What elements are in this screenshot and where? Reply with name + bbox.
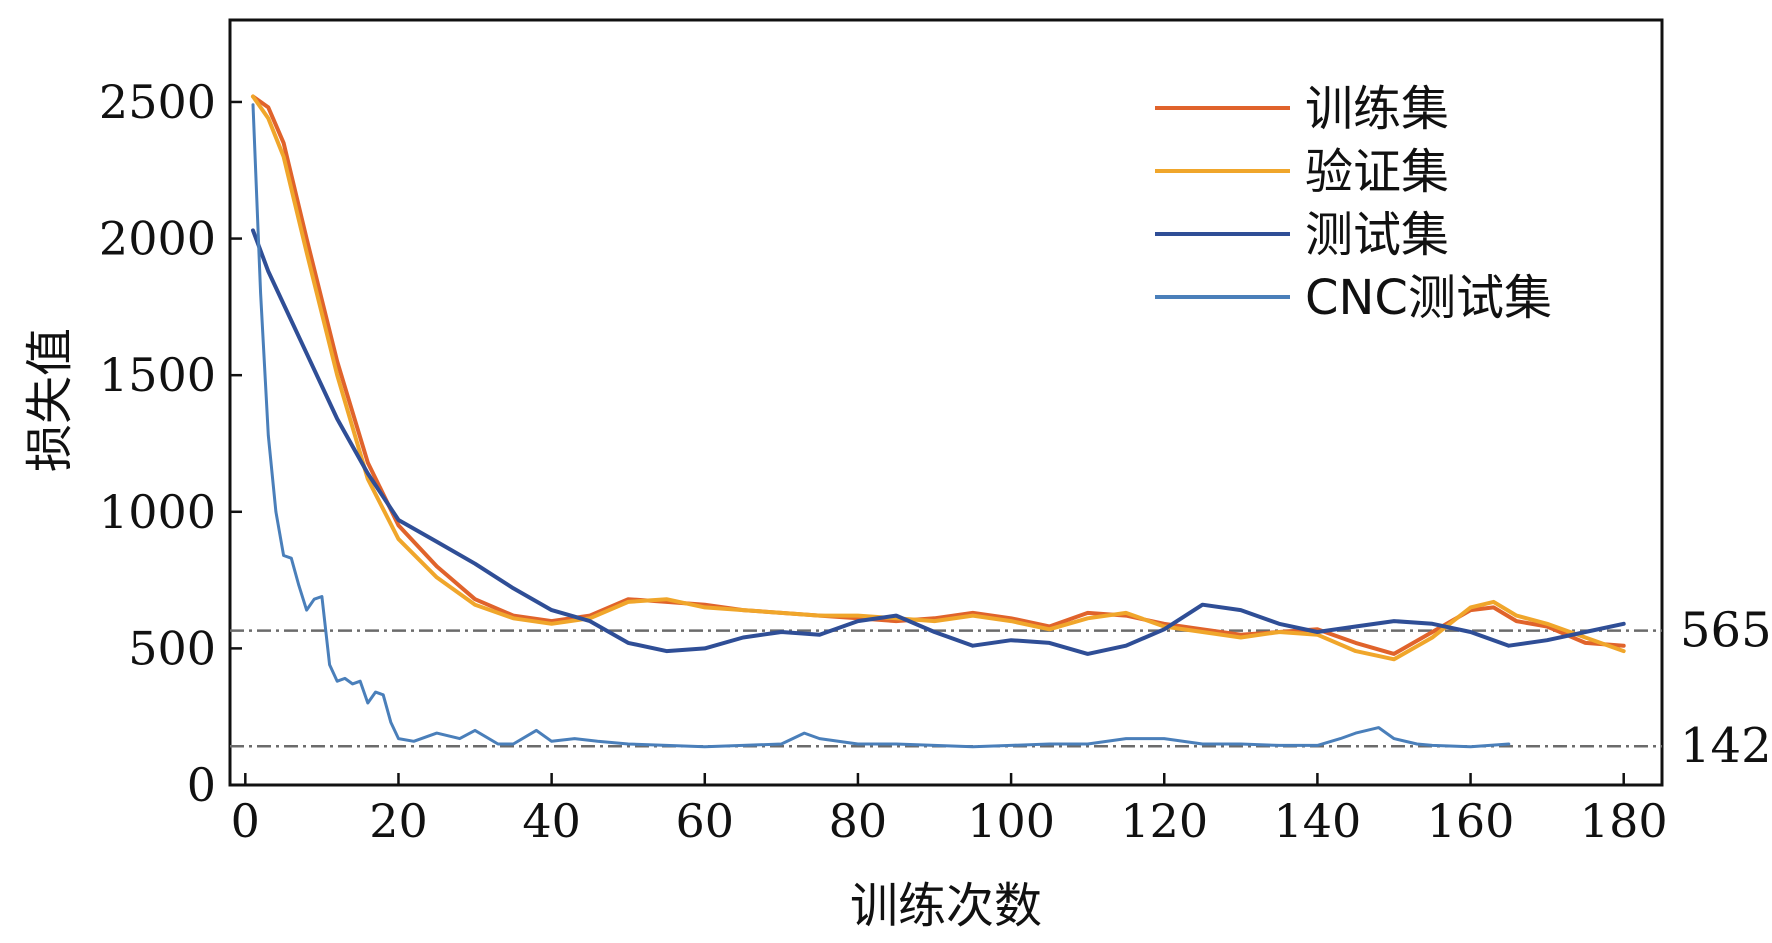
legend-label: CNC测试集 [1305,270,1552,326]
legend-label: 验证集 [1305,144,1449,200]
y-tick-label: 2000 [99,212,216,266]
reference-line-label: 142 [1680,718,1772,774]
series-line-3 [251,228,1626,656]
x-tick-label: 80 [829,794,888,848]
x-tick-label: 120 [1120,794,1208,848]
series-line-2 [251,94,1626,662]
x-axis-title: 训练次数 [850,878,1042,934]
x-tick-label: 140 [1273,794,1361,848]
legend-label: 测试集 [1305,207,1449,263]
y-tick-label: 0 [187,758,216,812]
x-axis-ticks: 0 20 40 60 80 100 120 140 160 180 [231,773,1668,848]
series-layer [251,94,1626,749]
x-tick-label: 60 [676,794,735,848]
plot-frame [228,18,1664,787]
x-tick-label: 0 [231,794,260,848]
y-axis-title: 损失值 [22,328,78,472]
series-line-4 [251,103,1511,749]
legend-label: 训练集 [1305,81,1449,137]
x-tick-label: 100 [967,794,1055,848]
y-tick-label: 1000 [99,485,216,539]
x-tick-label: 180 [1580,794,1668,848]
reference-line-label: 565 [1680,603,1772,659]
y-tick-label: 1500 [99,348,216,402]
y-tick-label: 2500 [99,75,216,129]
y-tick-label: 500 [128,621,216,675]
x-tick-label: 20 [369,794,428,848]
y-axis-ticks: 0 500 1000 1500 2000 2500 [99,75,242,812]
x-tick-label: 40 [522,794,581,848]
x-tick-label: 160 [1427,794,1515,848]
reference-lines: 565 142 [230,603,1772,774]
